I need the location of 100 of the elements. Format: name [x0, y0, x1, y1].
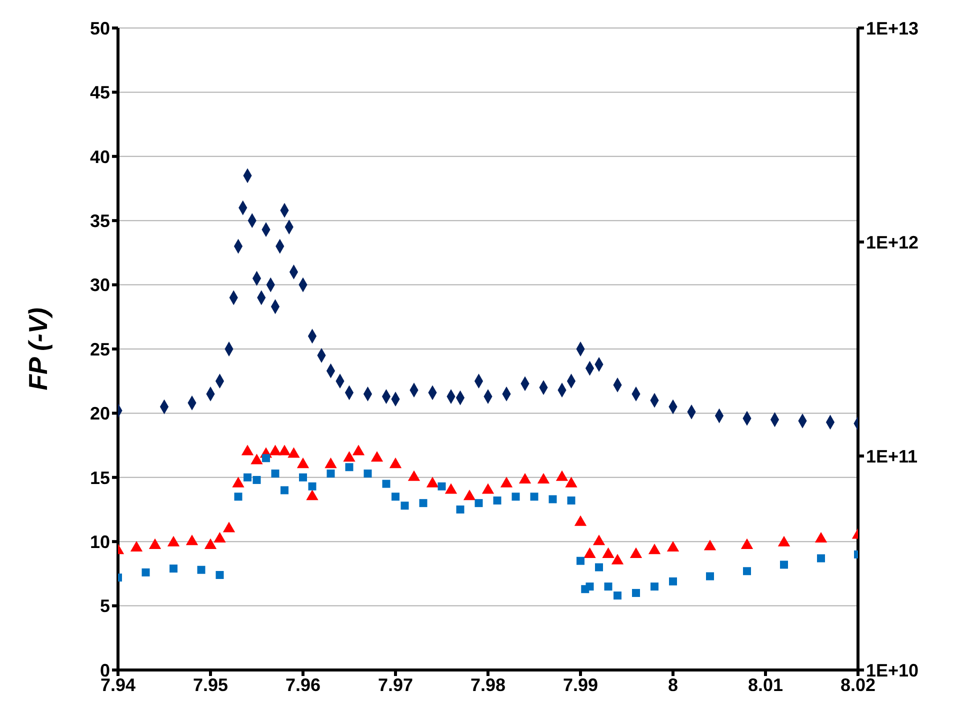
- point: [244, 473, 252, 482]
- point: [186, 534, 198, 546]
- point: [288, 447, 300, 458]
- point: [778, 536, 790, 546]
- y-tick-label: 45: [90, 82, 110, 103]
- y-tick-label: 35: [90, 210, 110, 231]
- point: [204, 538, 217, 549]
- point: [548, 495, 557, 504]
- point: [324, 458, 337, 468]
- point: [408, 470, 420, 481]
- point: [518, 472, 532, 484]
- point: [704, 540, 716, 550]
- point: [370, 451, 384, 462]
- point: [592, 534, 606, 546]
- point: [493, 496, 502, 505]
- point: [706, 572, 714, 580]
- point: [556, 470, 568, 481]
- point: [482, 483, 494, 494]
- point: [197, 566, 206, 574]
- y-tick-label: 40: [90, 146, 110, 167]
- point: [214, 532, 226, 543]
- point: [565, 476, 578, 488]
- y-tick-label: 15: [90, 468, 110, 488]
- point: [780, 560, 788, 569]
- x-tick-label: 7.99: [562, 674, 598, 695]
- point: [604, 582, 612, 591]
- point: [269, 444, 282, 456]
- point: [216, 570, 224, 579]
- y2-tick-label: 1E+11: [866, 446, 918, 466]
- point: [650, 582, 658, 591]
- y-axis-title: FP (-V): [23, 308, 54, 390]
- x-tick-label: 7.98: [470, 674, 506, 695]
- point: [389, 458, 402, 468]
- point: [530, 492, 538, 501]
- point: [241, 444, 254, 456]
- point: [306, 490, 318, 500]
- point: [299, 473, 307, 482]
- point: [602, 547, 614, 558]
- point: [500, 476, 513, 488]
- point: [666, 541, 680, 552]
- point: [586, 582, 594, 591]
- point: [130, 541, 143, 552]
- point: [343, 451, 356, 462]
- point: [426, 476, 439, 488]
- x-tick-label: 8.01: [748, 674, 784, 695]
- point: [364, 470, 372, 478]
- point: [262, 454, 270, 462]
- y2-tick-label: 1E+12: [866, 232, 919, 252]
- point: [234, 492, 242, 501]
- point: [817, 554, 825, 562]
- y-tick-label: 50: [90, 18, 110, 38]
- point: [170, 564, 178, 573]
- point: [250, 454, 263, 464]
- point: [438, 482, 446, 490]
- point: [574, 515, 587, 526]
- y-tick-label: 30: [90, 275, 110, 296]
- point: [142, 568, 150, 576]
- point: [308, 482, 316, 490]
- point: [352, 444, 365, 456]
- point: [419, 499, 428, 508]
- point: [595, 563, 603, 572]
- point: [463, 490, 476, 500]
- point: [252, 476, 261, 484]
- point: [444, 483, 458, 494]
- point: [222, 522, 236, 532]
- point: [232, 476, 244, 488]
- point: [392, 492, 400, 501]
- point: [400, 502, 409, 510]
- point: [632, 588, 640, 597]
- point: [296, 458, 310, 468]
- x-tick-label: 7.96: [285, 674, 321, 695]
- point: [271, 470, 280, 478]
- point: [630, 547, 642, 558]
- point: [148, 538, 162, 549]
- point: [326, 470, 335, 478]
- point: [167, 536, 180, 546]
- y-tick-label: 10: [90, 532, 110, 552]
- y2-tick-label: 1E+13: [866, 18, 919, 38]
- point: [576, 556, 584, 565]
- point: [584, 547, 596, 558]
- x-tick-label: 7.95: [192, 674, 228, 695]
- point: [537, 472, 550, 484]
- point: [740, 538, 754, 549]
- y-tick-label: 25: [90, 339, 110, 360]
- y-tick-label: 20: [90, 404, 110, 424]
- point: [648, 544, 661, 554]
- point: [278, 444, 291, 456]
- point: [743, 567, 751, 576]
- point: [474, 499, 483, 508]
- point: [567, 496, 576, 505]
- point: [614, 592, 622, 600]
- y-tick-label: 5: [100, 596, 110, 616]
- point: [669, 577, 677, 586]
- point: [280, 486, 288, 494]
- point: [512, 492, 520, 501]
- point: [814, 532, 828, 543]
- point: [456, 506, 464, 514]
- point: [345, 463, 354, 472]
- x-tick-label: 8: [668, 674, 678, 695]
- point: [611, 554, 624, 564]
